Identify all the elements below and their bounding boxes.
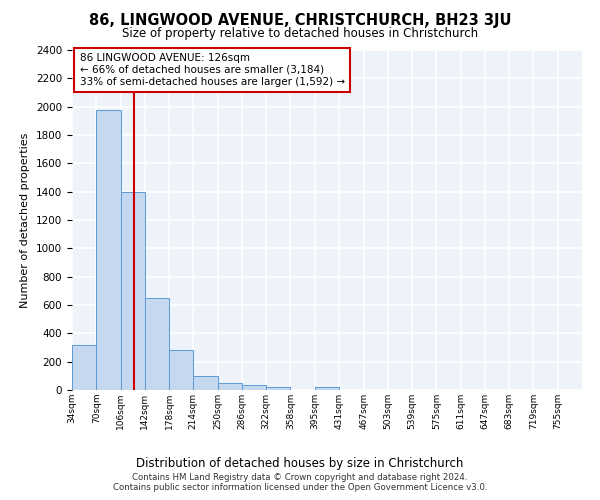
Text: Contains HM Land Registry data © Crown copyright and database right 2024.
Contai: Contains HM Land Registry data © Crown c… [113,473,487,492]
Text: 86, LINGWOOD AVENUE, CHRISTCHURCH, BH23 3JU: 86, LINGWOOD AVENUE, CHRISTCHURCH, BH23 … [89,12,511,28]
Bar [169,350,193,390]
Bar [145,298,169,390]
Bar [218,383,242,390]
Bar [121,192,145,390]
Text: Distribution of detached houses by size in Christchurch: Distribution of detached houses by size … [136,457,464,470]
Text: 86 LINGWOOD AVENUE: 126sqm
← 66% of detached houses are smaller (3,184)
33% of s: 86 LINGWOOD AVENUE: 126sqm ← 66% of deta… [80,54,345,86]
Y-axis label: Number of detached properties: Number of detached properties [20,132,31,308]
Bar [242,385,266,390]
Bar [193,376,218,390]
Text: Size of property relative to detached houses in Christchurch: Size of property relative to detached ho… [122,28,478,40]
Bar [315,387,340,390]
Bar [72,344,96,390]
Bar [96,110,121,390]
Bar [266,387,290,390]
